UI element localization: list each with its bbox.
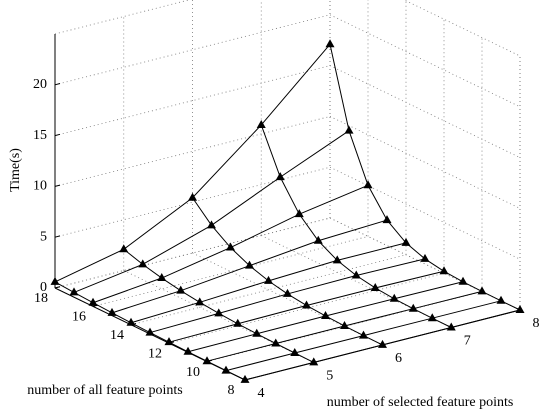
marker <box>515 305 525 313</box>
z-tick-label: 10 <box>33 179 47 194</box>
marker <box>176 285 186 294</box>
z-tick-label: 20 <box>33 77 47 92</box>
marker <box>145 327 155 336</box>
z-axis-label: Time(s) <box>8 148 23 192</box>
marker <box>233 318 243 327</box>
z-tick-label: 15 <box>33 128 47 143</box>
grid-line <box>54 217 331 289</box>
marker <box>88 297 98 306</box>
y-tick-label: 12 <box>148 346 162 361</box>
mesh-column <box>329 44 521 311</box>
marker <box>214 308 224 317</box>
z-tick <box>54 133 61 137</box>
marker <box>252 328 262 337</box>
marker <box>290 347 300 356</box>
box-edge <box>403 0 521 57</box>
x-tick-label: 6 <box>395 351 402 366</box>
mesh-column <box>260 124 452 328</box>
marker <box>302 300 311 309</box>
marker <box>138 259 148 268</box>
x-tick-label: 5 <box>326 369 333 384</box>
marker <box>351 270 361 279</box>
marker <box>50 276 60 285</box>
marker <box>202 356 212 365</box>
marker <box>188 192 197 201</box>
marker <box>69 287 79 296</box>
marker <box>363 180 373 189</box>
marker <box>157 273 167 282</box>
grid-line <box>329 116 521 209</box>
mesh-row <box>54 43 331 283</box>
y-tick <box>54 286 61 289</box>
marker <box>183 346 193 355</box>
marker <box>378 339 387 348</box>
grid-line <box>92 236 369 307</box>
mesh-row <box>73 130 350 293</box>
marker <box>283 288 292 297</box>
marker <box>275 172 285 181</box>
marker <box>382 215 392 224</box>
marker <box>294 209 304 218</box>
marker <box>271 338 281 347</box>
z-tick <box>54 184 61 187</box>
marker <box>107 307 117 316</box>
y-tick-label: 18 <box>34 291 48 306</box>
z-tick-label: 5 <box>40 229 47 244</box>
marker <box>332 255 342 264</box>
marker <box>321 310 330 319</box>
marker <box>325 39 335 48</box>
marker <box>126 317 136 326</box>
marker <box>240 374 250 383</box>
grid-line <box>54 14 331 86</box>
marker <box>458 276 468 285</box>
marker <box>439 266 449 275</box>
x-tick-label: 7 <box>464 334 471 349</box>
y-tick-label: 10 <box>186 365 200 380</box>
grid-line <box>54 116 331 187</box>
z-tick-label: 0 <box>40 280 47 295</box>
marker <box>264 275 273 284</box>
marker <box>344 125 354 134</box>
x-tick-label: 4 <box>258 386 265 401</box>
marker <box>477 286 487 295</box>
marker <box>119 244 129 253</box>
y-tick-label: 14 <box>110 328 124 343</box>
marker <box>370 282 380 291</box>
grid-line <box>329 65 521 158</box>
marker <box>164 337 174 346</box>
marker <box>313 235 323 244</box>
y-axis-label: number of all feature points <box>27 383 183 398</box>
grid-line <box>329 166 521 260</box>
marker <box>389 293 399 302</box>
marker <box>340 320 349 329</box>
grid-line <box>54 65 331 136</box>
marker <box>221 365 231 374</box>
y-tick-label: 16 <box>72 310 86 325</box>
z-tick <box>54 235 61 238</box>
marker <box>446 322 456 331</box>
marker <box>245 260 254 269</box>
grid-line <box>168 272 445 344</box>
marker <box>496 295 506 304</box>
marker <box>195 297 205 306</box>
marker <box>420 253 430 262</box>
marker <box>359 330 368 339</box>
marker <box>226 242 235 251</box>
marker <box>309 357 319 366</box>
z-tick <box>54 83 61 86</box>
marker <box>408 303 418 312</box>
x-axis-label: number of selected feature points <box>327 395 514 410</box>
marker <box>427 313 437 322</box>
grid-line <box>329 14 521 108</box>
grid-line <box>130 254 407 326</box>
marker <box>207 220 216 229</box>
marker <box>401 237 411 246</box>
marker <box>256 119 266 128</box>
grid-line <box>54 166 331 238</box>
x-tick-label: 8 <box>533 316 540 331</box>
y-tick-label: 8 <box>228 383 235 398</box>
